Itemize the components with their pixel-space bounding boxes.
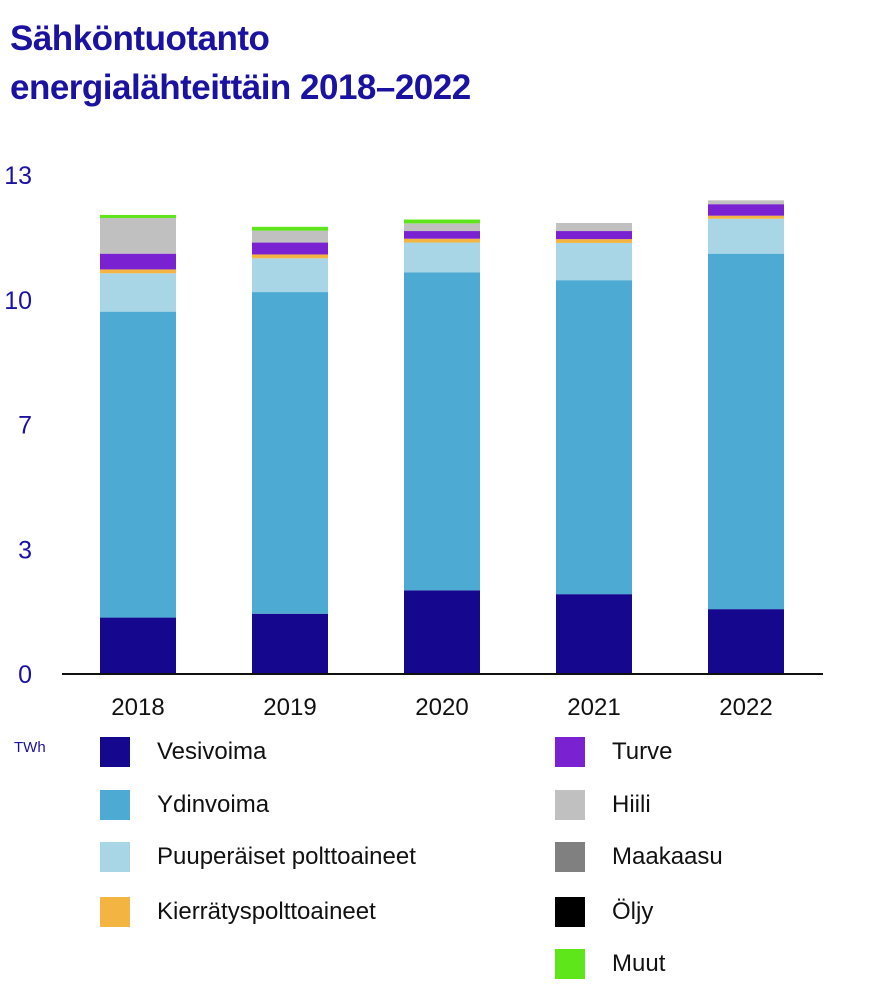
legend-label: Kierrätyspolttoaineet (157, 898, 376, 925)
y-tick-label: 7 (18, 412, 32, 440)
x-tick-label: 2018 (111, 694, 164, 721)
legend-item: Öljy (555, 896, 653, 928)
y-tick-label: 10 (4, 287, 32, 315)
legend-item: Kierrätyspolttoaineet (100, 896, 376, 928)
bar-segment (404, 223, 480, 232)
legend-swatch (100, 737, 130, 767)
bar-segment (708, 215, 784, 219)
legend-label: Maakaasu (612, 843, 723, 870)
y-tick-label: 3 (18, 536, 32, 564)
bar-segment (708, 200, 784, 205)
bar-segment (100, 214, 176, 218)
legend-label: Öljy (612, 898, 654, 925)
legend-swatch (100, 897, 130, 927)
legend-label: Puuperäiset polttoaineet (157, 843, 416, 870)
legend-swatch (100, 790, 130, 820)
stacked-bar-chart: 0 3 7 10 13 2018 2019 2020 2021 2022 (4, 162, 823, 721)
chart-title-line1: Sähköntuotanto (10, 19, 270, 58)
x-tick-label: 2021 (567, 694, 620, 721)
legend-swatch (555, 897, 585, 927)
bar-segment (556, 594, 632, 674)
bar-segment (404, 242, 480, 273)
bar-segment (100, 217, 176, 254)
bar-segment (556, 242, 632, 281)
bar-segment (252, 254, 328, 259)
legend-swatch (555, 949, 585, 979)
legend-item: Ydinvoima (100, 789, 269, 821)
legend-label: Turve (612, 738, 673, 765)
x-tick-label: 2020 (415, 694, 468, 721)
legend-item: Vesivoima (100, 736, 266, 768)
bar-segment (252, 226, 328, 231)
bar-segment (404, 238, 480, 243)
bar-segment (100, 273, 176, 312)
legend-item: Hiili (555, 789, 651, 821)
bar-segment (252, 242, 328, 255)
bar-segment (404, 231, 480, 239)
legend-item: Turve (555, 736, 672, 768)
chart-title: Sähköntuotanto energialähteittäin 2018–2… (10, 14, 770, 112)
legend-label: Muut (612, 950, 666, 977)
legend-swatch (100, 842, 130, 872)
legend-swatch (555, 842, 585, 872)
bar-segment (404, 590, 480, 674)
bar-segment (708, 253, 784, 610)
y-tick-label: 0 (18, 661, 32, 689)
bar-segment (556, 222, 632, 232)
chart-title-line2: energialähteittäin 2018–2022 (10, 68, 471, 107)
bar-segment (556, 280, 632, 595)
bar-segment (708, 609, 784, 674)
bar-segment (556, 231, 632, 240)
unit-label: TWh (14, 739, 46, 756)
legend-item: Puuperäiset polttoaineet (100, 841, 416, 873)
legend-label: Vesivoima (157, 738, 267, 765)
legend-item: Maakaasu (555, 841, 723, 873)
bar-segment (252, 292, 328, 614)
bar-segment (100, 617, 176, 674)
bar-segment (252, 258, 328, 293)
bar-segment (404, 219, 480, 224)
bar-segment (100, 253, 176, 270)
bar-segment (708, 218, 784, 254)
bar-segment (100, 311, 176, 618)
x-tick-label: 2019 (263, 694, 316, 721)
bar-segment (404, 272, 480, 591)
bar-segment (252, 230, 328, 243)
bar-segment (556, 239, 632, 243)
legend-label: Hiili (612, 791, 651, 818)
legend-item: Muut (555, 948, 665, 980)
bar-segment (708, 204, 784, 216)
legend-swatch (555, 790, 585, 820)
x-tick-label: 2022 (719, 694, 772, 721)
bar-segment (100, 269, 176, 274)
bar-segment (252, 613, 328, 674)
legend-swatch (555, 737, 585, 767)
y-tick-label: 13 (4, 162, 32, 190)
legend-label: Ydinvoima (157, 791, 270, 818)
